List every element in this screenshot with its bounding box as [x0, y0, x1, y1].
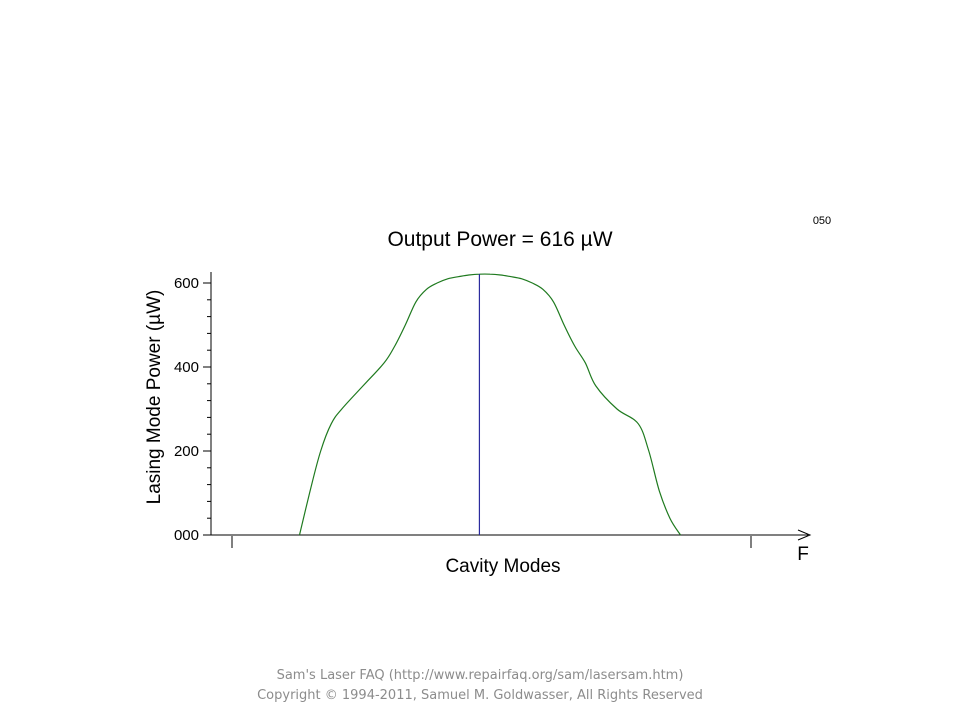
y-tick-label: 200	[174, 443, 199, 460]
footer-source: Sam's Laser FAQ (http://www.repairfaq.or…	[276, 668, 684, 683]
y-tick-label: 000	[174, 527, 199, 544]
x-axis-label: Cavity Modes	[445, 556, 560, 577]
x-axis-end-label: F	[797, 544, 809, 565]
x-axis-arrowhead	[797, 529, 812, 541]
frame-number: 050	[813, 215, 831, 227]
y-axis-label: Lasing Mode Power (µW)	[144, 290, 165, 505]
series-layer	[298, 273, 682, 536]
y-tick-label: 600	[174, 275, 199, 292]
gain-curve-line	[298, 273, 682, 536]
chart-title: Output Power = 616 µW	[387, 228, 612, 251]
axes	[210, 272, 812, 548]
footer-copyright: Copyright © 1994-2011, Samuel M. Goldwas…	[257, 688, 703, 703]
y-tick-label: 400	[174, 359, 199, 376]
y-axis-ticks: 000 200 400 600	[174, 275, 211, 544]
